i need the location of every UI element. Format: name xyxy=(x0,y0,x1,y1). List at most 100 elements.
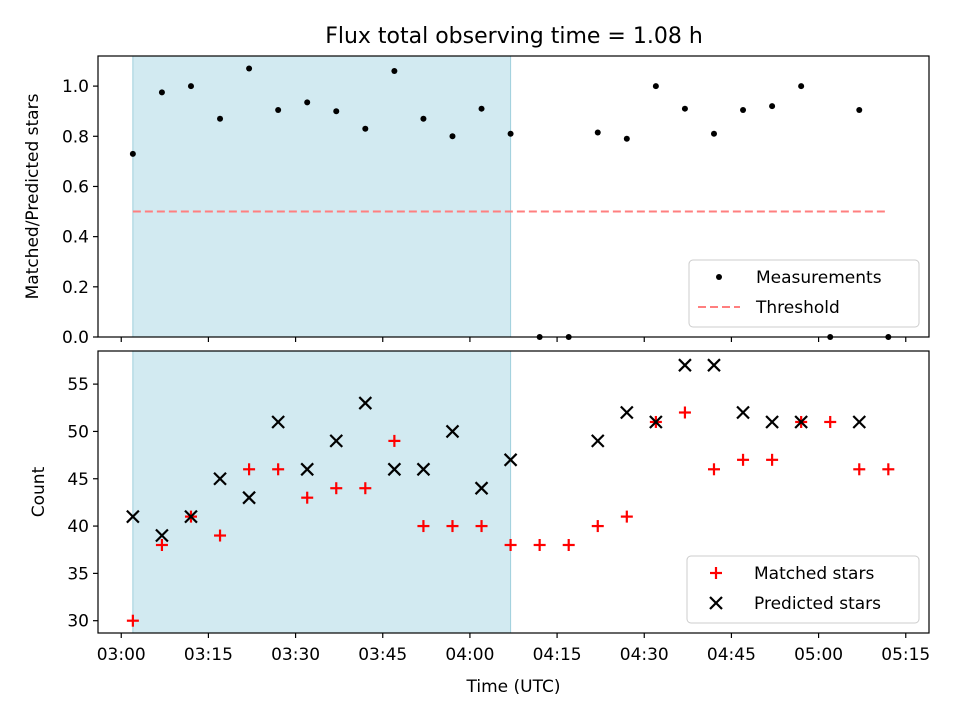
matched-star-point xyxy=(504,538,517,551)
matched-star-point xyxy=(533,538,546,551)
measurement-point xyxy=(652,83,659,90)
measurement-point xyxy=(246,65,253,72)
top-y-tick-label: 0.0 xyxy=(62,328,89,348)
predicted-star-point xyxy=(736,405,750,420)
predicted-star-point xyxy=(765,415,779,429)
measurement-point xyxy=(333,108,340,115)
predicted-star-point xyxy=(416,462,431,477)
predicted-star-point xyxy=(271,415,285,429)
matched-star-point xyxy=(620,510,633,523)
predicted-star-point xyxy=(707,358,721,372)
measurement-point xyxy=(478,105,485,112)
x-marker-b xyxy=(503,453,518,467)
matched-star-point xyxy=(301,491,314,504)
x-marker-b xyxy=(620,405,634,420)
x-marker-b xyxy=(709,596,723,610)
top-y-tick-label: 0.4 xyxy=(62,228,89,248)
x-marker-b xyxy=(794,415,808,429)
predicted-star-point xyxy=(852,415,867,429)
matched-star-point xyxy=(126,614,139,627)
matched-star-point xyxy=(853,463,866,476)
measurement-point xyxy=(391,68,398,75)
measurement-point xyxy=(769,103,776,110)
measurement-point xyxy=(304,99,311,106)
predicted-star-point xyxy=(329,434,344,448)
legend-box xyxy=(688,259,920,328)
predicted-star-point xyxy=(126,509,140,524)
predicted-star-point xyxy=(300,462,314,477)
x-marker-b xyxy=(155,528,169,543)
matched-star-point xyxy=(446,520,459,533)
top-shaded-span xyxy=(132,55,512,338)
x-marker-b xyxy=(852,415,867,429)
measurement-point xyxy=(275,106,282,113)
legend-matched-label: Matched stars xyxy=(754,564,874,584)
measurement-point xyxy=(449,133,456,140)
x-tick-label: 03:00 xyxy=(97,645,146,665)
measurement-point xyxy=(681,105,688,112)
x-marker-b xyxy=(213,471,227,486)
x-marker-b xyxy=(590,434,605,448)
x-marker-b xyxy=(329,434,344,448)
predicted-star-point xyxy=(474,481,489,495)
bottom-y-tick-label: 40 xyxy=(67,517,89,537)
x-marker-b xyxy=(707,358,721,372)
top-y-ticks: 0.0 0.2 0.4 0.6 0.8 1.0 xyxy=(62,77,98,348)
predicted-star-point xyxy=(242,490,256,505)
matched-star-point xyxy=(475,520,488,533)
predicted-star-point xyxy=(358,396,373,410)
bottom-axes-frame xyxy=(97,350,930,634)
x-tick-label: 04:00 xyxy=(445,645,494,665)
matched-star-point xyxy=(417,520,430,533)
matched-star-point xyxy=(766,453,779,466)
legend-matched-marker xyxy=(710,567,722,579)
bottom-y-tick-label: 55 xyxy=(67,375,89,395)
predicted-star-point xyxy=(155,528,169,543)
chart-title: Flux total observing time = 1.08 h xyxy=(325,24,703,49)
top-y-tick-label: 0.2 xyxy=(62,278,89,298)
measurement-point xyxy=(623,135,630,142)
top-y-tick-label: 1.0 xyxy=(62,77,89,97)
measurement-point xyxy=(217,115,224,122)
x-tick-label: 04:15 xyxy=(533,645,582,665)
matched-star-point xyxy=(678,406,691,419)
x-tick-label: 05:00 xyxy=(794,645,843,665)
bottom-y-ticks: 30 35 40 45 50 55 xyxy=(67,375,98,632)
legend-measurements-label: Measurements xyxy=(756,268,882,288)
x-marker-b xyxy=(300,462,314,477)
bottom-y-tick-label: 45 xyxy=(67,470,89,490)
top-x-ticks xyxy=(120,337,907,342)
x-tick-label: 05:15 xyxy=(881,645,930,665)
legend-box xyxy=(686,555,920,624)
matched-star-point xyxy=(737,453,750,466)
bottom-y-tick-label: 35 xyxy=(67,564,89,584)
bottom-legend: Matched stars Predicted stars xyxy=(686,555,920,624)
x-marker-b xyxy=(358,396,373,410)
measurement-point xyxy=(507,130,514,137)
x-axis-label: Time (UTC) xyxy=(466,677,561,697)
measurement-point xyxy=(740,106,747,113)
x-marker-b xyxy=(649,415,663,429)
matched-star-point xyxy=(243,463,256,476)
top-y-tick-label: 0.6 xyxy=(62,177,89,197)
x-marker-b xyxy=(271,415,285,429)
bottom-y-tick-label: 30 xyxy=(67,612,89,632)
measurement-point xyxy=(129,150,136,157)
measurement-point xyxy=(856,106,863,113)
x-marker-b xyxy=(678,358,692,372)
x-marker-b xyxy=(416,462,431,477)
legend-predicted-marker xyxy=(709,596,723,610)
x-marker-b xyxy=(387,462,402,477)
predicted-star-point xyxy=(620,405,634,420)
matched-star-point xyxy=(214,529,227,542)
x-marker-b xyxy=(445,424,460,439)
predicted-star-point xyxy=(649,415,663,429)
x-marker-b xyxy=(242,490,256,505)
x-marker-b xyxy=(126,509,140,524)
matched-star-point xyxy=(272,463,285,476)
matched-star-point xyxy=(591,520,604,533)
matched-star-point xyxy=(707,463,720,476)
bottom-shaded-span xyxy=(132,350,512,634)
measurement-point xyxy=(187,83,194,90)
